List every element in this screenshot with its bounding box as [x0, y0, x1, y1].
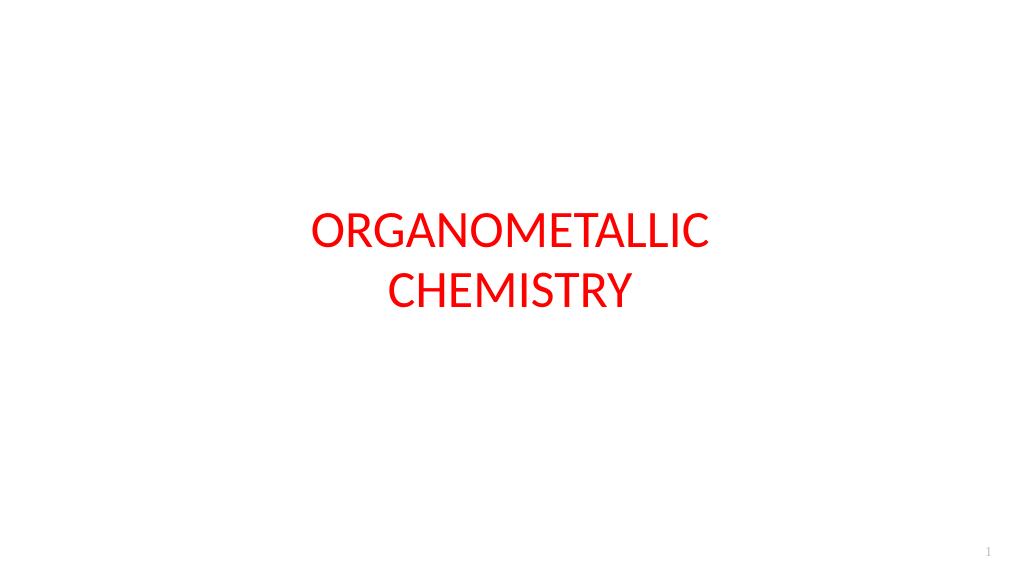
title-line-1: ORGANOMETALLIC	[0, 200, 1020, 260]
slide-title: ORGANOMETALLIC CHEMISTRY	[0, 200, 1020, 320]
page-number: 1	[985, 545, 992, 561]
title-line-2: CHEMISTRY	[0, 260, 1020, 320]
